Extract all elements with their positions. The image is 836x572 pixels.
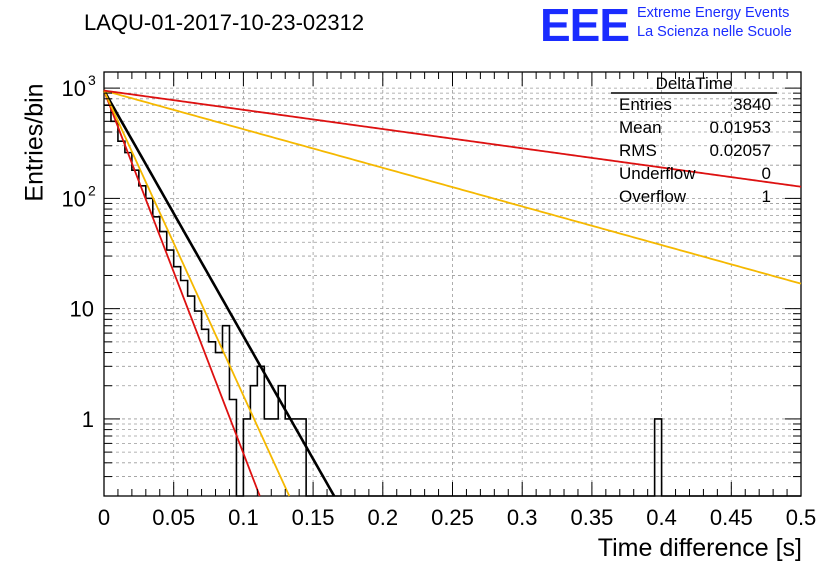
y-tick-exponent: 3 [88,72,96,88]
fit-curve-orange-steep [103,90,291,497]
logo-line-2: La Scienza nelle Scuole [637,24,792,40]
x-tick-label: 0.4 [646,505,677,530]
x-tick-label: 0.25 [431,505,474,530]
axes: 0 0.05 0.1 0.15 0.2 0.25 0.3 0.35 0.4 0.45 0.51101… [62,72,817,530]
x-axis-label: Time difference [s] [597,534,802,562]
x-tick-label: 0.45 [710,505,753,530]
x-tick-label: 0.1 [228,505,259,530]
grid-lines [104,72,801,496]
stats-label-underflow: Underflow [619,164,696,183]
y-tick-exponent: 2 [88,182,96,198]
stats-box-name: DeltaTime [656,74,733,93]
x-tick-label: 0.5 [786,505,817,530]
stats-value-rms: 0.02057 [710,141,771,160]
logo-caption: Extreme Energy Events La Scienza nelle S… [637,4,792,42]
chart-title: LAQU-01-2017-10-23-02312 [84,10,365,35]
stats-box: DeltaTime Entries 3840 Mean 0.01953 RMS … [611,74,777,206]
fit-curve-red-steep [103,90,261,497]
y-axis-label: Entries/bin [20,83,49,202]
x-tick-label: 0.2 [368,505,399,530]
stats-label-mean: Mean [619,118,662,137]
fit-curve-black [102,89,336,497]
x-tick-label: 0.35 [570,505,613,530]
logo-line-1: Extreme Energy Events [637,5,790,21]
stats-value-overflow: 1 [762,187,771,206]
y-tick-label: 10 [62,186,86,211]
x-tick-label: 0.3 [507,505,538,530]
data-series [102,89,802,497]
x-tick-label: 0.05 [152,505,195,530]
x-tick-label: 0 [98,505,110,530]
stats-label-entries: Entries [619,95,672,114]
stats-value-underflow: 0 [762,164,771,183]
y-tick-label: 10 [70,297,94,322]
eee-logo: EEE [540,0,630,51]
stats-value-entries: 3840 [733,95,771,114]
fit-curve-red-shallow [103,89,802,188]
x-tick-label: 0.15 [292,505,335,530]
y-tick-label: 1 [82,407,94,432]
y-tick-label: 10 [62,76,86,101]
stats-label-rms: RMS [619,141,657,160]
stats-label-overflow: Overflow [619,187,687,206]
stats-value-mean: 0.01953 [710,118,771,137]
fit-curve-orange-shallow [103,89,802,285]
